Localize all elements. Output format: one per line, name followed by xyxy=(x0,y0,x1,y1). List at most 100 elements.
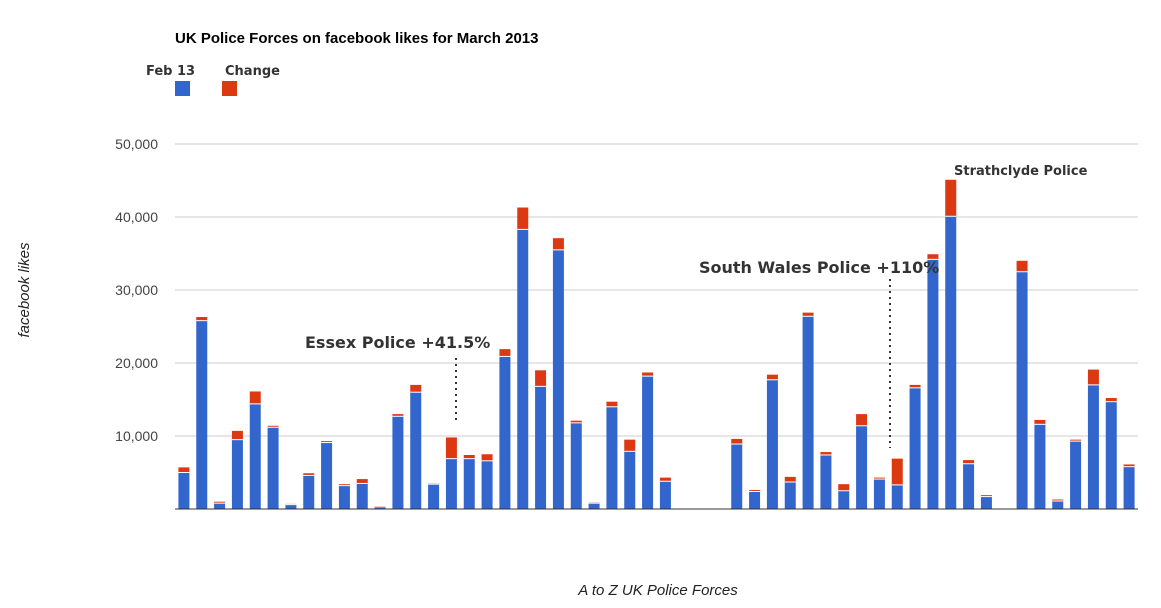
bar-change xyxy=(1016,260,1028,272)
bar-feb13 xyxy=(891,484,903,509)
bar-feb13 xyxy=(481,460,493,509)
bar-change xyxy=(856,414,868,426)
y-tick-label: 50,000 xyxy=(115,136,158,152)
bar-change xyxy=(606,401,618,407)
bar-change xyxy=(570,420,582,423)
bar-feb13 xyxy=(588,503,600,509)
bar-feb13 xyxy=(285,504,297,509)
bar-feb13 xyxy=(231,439,243,509)
bar-feb13 xyxy=(945,216,957,509)
bar-change xyxy=(838,484,850,491)
bar-change xyxy=(1070,439,1082,442)
bar-change xyxy=(731,438,743,445)
y-axis-ticks: 10,000 20,000 30,000 40,000 50,000 xyxy=(115,136,158,444)
bar-change xyxy=(891,458,903,485)
bar-feb13 xyxy=(909,387,921,509)
bar-change xyxy=(303,473,315,476)
bar-change xyxy=(410,384,422,393)
bar-feb13 xyxy=(856,425,868,509)
bar-feb13 xyxy=(517,229,529,509)
bar-feb13 xyxy=(873,479,885,509)
bar-change xyxy=(517,207,529,230)
bar-feb13 xyxy=(642,376,654,509)
bar-change xyxy=(873,477,885,480)
annotation-south-wales: South Wales Police +110% xyxy=(699,258,939,277)
legend-label-change: Change xyxy=(225,64,280,79)
bar-feb13 xyxy=(1123,466,1135,509)
y-axis-title: facebook likes xyxy=(16,242,33,338)
bar-feb13 xyxy=(445,458,457,509)
bar-change xyxy=(481,454,493,461)
bar-change xyxy=(338,484,350,486)
bar-change xyxy=(249,391,261,404)
bar-change xyxy=(1052,499,1064,501)
bar-change xyxy=(267,425,279,428)
bar-feb13 xyxy=(1034,424,1046,509)
annotations: Essex Police +41.5% South Wales Police +… xyxy=(305,164,1088,448)
bar-feb13 xyxy=(838,490,850,509)
bar-feb13 xyxy=(570,422,582,509)
bar-feb13 xyxy=(731,444,743,509)
bar-feb13 xyxy=(428,484,440,509)
bar-feb13 xyxy=(606,406,618,509)
bar-change xyxy=(927,254,939,260)
annotation-strathclyde: Strathclyde Police xyxy=(954,164,1088,179)
x-axis-title: A to Z UK Police Forces xyxy=(577,582,738,599)
bar-feb13 xyxy=(178,472,190,509)
bar-change xyxy=(963,460,975,464)
bar-feb13 xyxy=(499,356,511,509)
bar-change xyxy=(766,374,778,380)
legend-label-feb13: Feb 13 xyxy=(146,64,195,79)
bar-feb13 xyxy=(214,503,226,509)
bar-feb13 xyxy=(624,451,636,509)
bar-feb13 xyxy=(1070,441,1082,509)
bar-change xyxy=(196,317,208,321)
bar-feb13 xyxy=(249,403,261,509)
bar-change xyxy=(552,238,564,250)
bar-change xyxy=(1105,398,1117,402)
bar-feb13 xyxy=(392,416,404,509)
legend: Feb 13 Change xyxy=(146,64,280,96)
bar-change xyxy=(945,179,957,217)
bar-change xyxy=(499,349,511,357)
bar-feb13 xyxy=(321,442,333,509)
y-tick-label: 30,000 xyxy=(115,282,158,298)
bar-feb13 xyxy=(927,259,939,509)
bar-feb13 xyxy=(552,249,564,509)
gridlines xyxy=(175,143,1138,437)
bar-change xyxy=(659,477,671,482)
bar-feb13 xyxy=(980,496,992,509)
bar-feb13 xyxy=(374,506,386,509)
bar-feb13 xyxy=(766,379,778,509)
bar-feb13 xyxy=(820,454,832,509)
chart-title: UK Police Forces on facebook likes for M… xyxy=(175,30,538,47)
bars xyxy=(178,179,1135,509)
bar-feb13 xyxy=(784,481,796,509)
bar-change xyxy=(231,430,243,440)
bar-feb13 xyxy=(356,483,368,509)
bar-change xyxy=(321,441,333,443)
legend-swatch-change xyxy=(222,81,237,96)
bar-change xyxy=(820,452,832,455)
bar-feb13 xyxy=(267,427,279,509)
bar-feb13 xyxy=(1052,500,1064,509)
bar-feb13 xyxy=(463,458,475,509)
bar-feb13 xyxy=(535,386,547,509)
bar-change xyxy=(802,312,814,317)
bar-feb13 xyxy=(338,485,350,509)
bar-feb13 xyxy=(659,481,671,509)
bar-change xyxy=(624,439,636,452)
bar-change xyxy=(178,467,190,473)
bar-feb13 xyxy=(802,316,814,509)
bar-feb13 xyxy=(196,320,208,509)
bar-change xyxy=(1034,419,1046,425)
bar-change xyxy=(463,454,475,459)
bar-change xyxy=(1123,464,1135,467)
bar-change xyxy=(1087,369,1099,385)
bar-change xyxy=(980,495,992,497)
y-tick-label: 10,000 xyxy=(115,428,158,444)
bar-feb13 xyxy=(410,392,422,509)
bar-change xyxy=(445,437,457,459)
bar-feb13 xyxy=(1105,401,1117,509)
